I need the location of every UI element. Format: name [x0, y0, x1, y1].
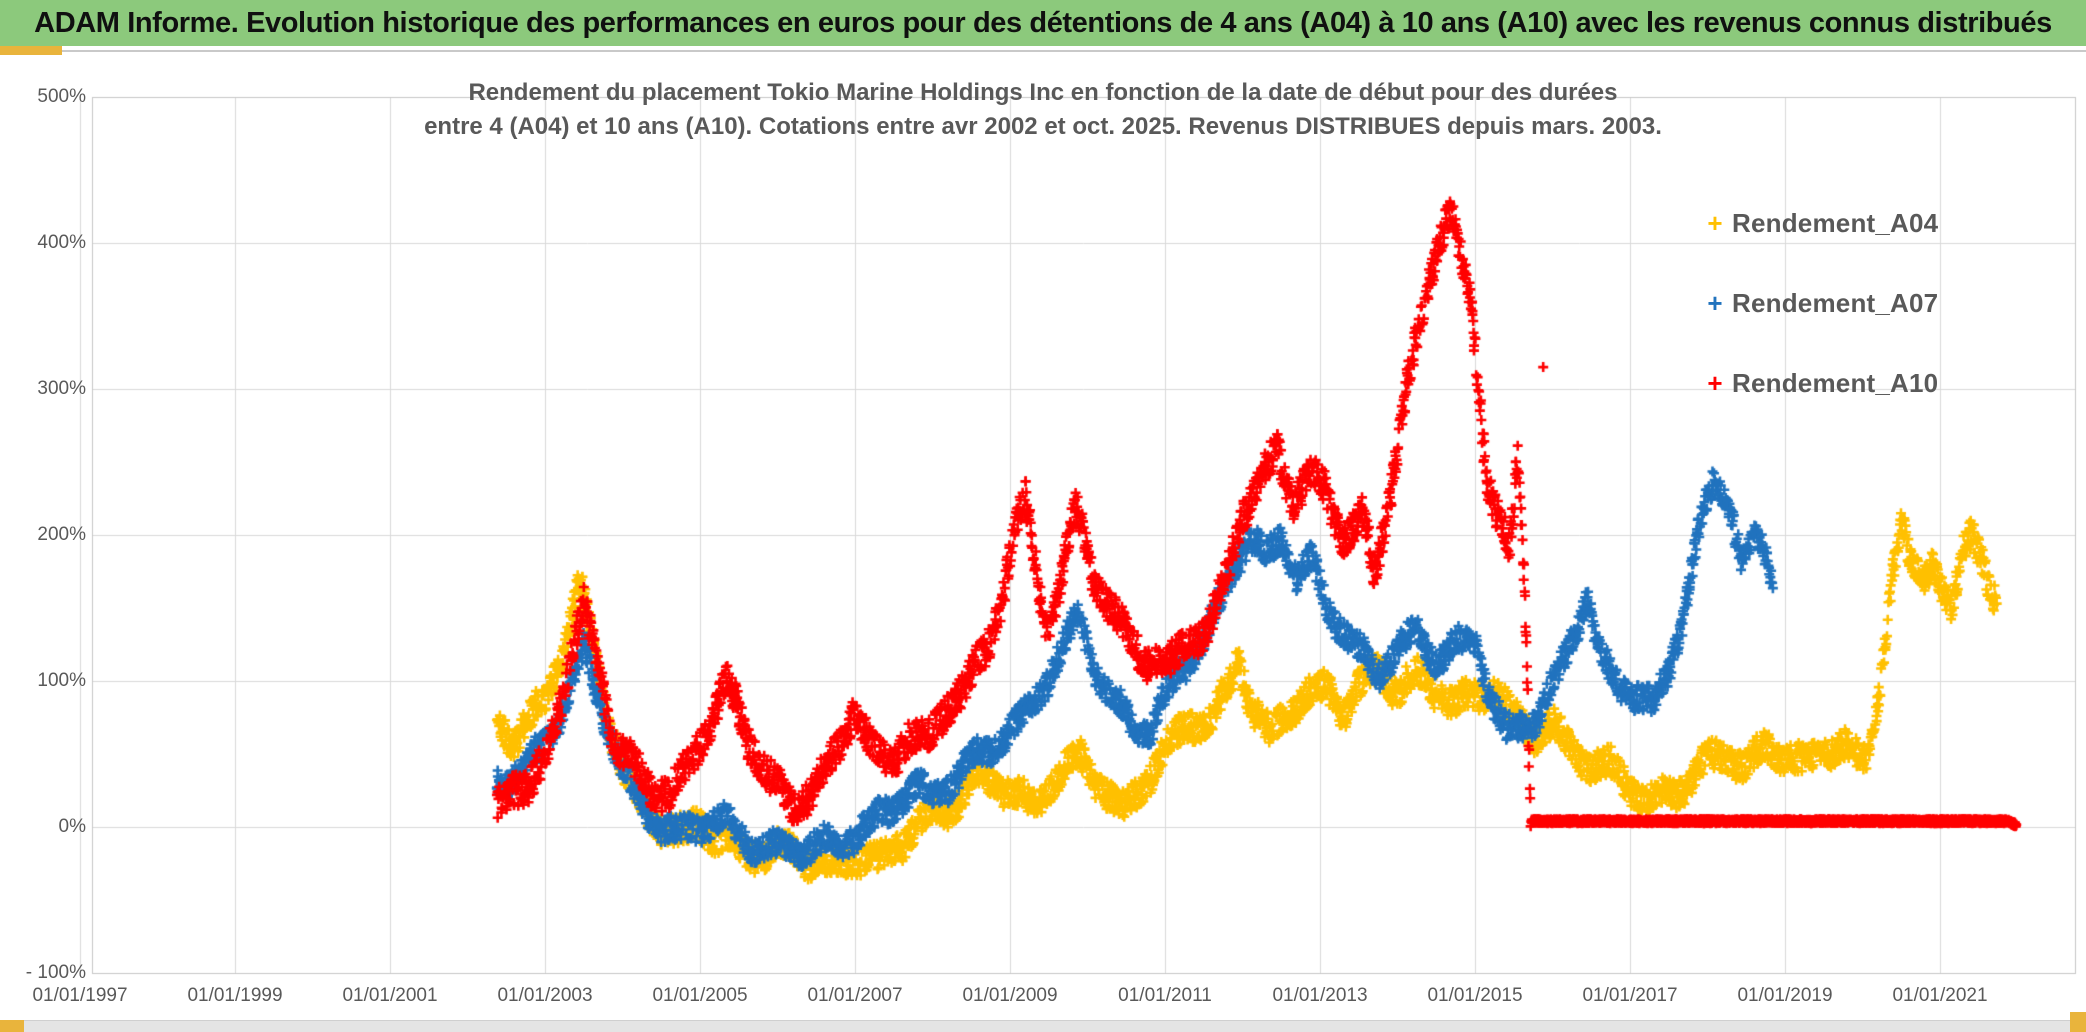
y-tick-200: 200% — [37, 524, 86, 545]
plus-marker-icon: + — [1707, 288, 1723, 318]
x-tick-2005: 01/01/2005 — [652, 985, 748, 1006]
chart-title-line1: Rendement du placement Tokio Marine Hold… — [468, 79, 1618, 106]
bottom-strip — [0, 1020, 2086, 1032]
x-tick-2003: 01/01/2003 — [497, 985, 593, 1006]
legend-item-a04: + Rendement_A04 — [1698, 205, 2028, 241]
chart-title: Rendement du placement Tokio Marine Hold… — [0, 76, 2086, 144]
x-tick-2011: 01/01/2011 — [1118, 985, 1212, 1006]
legend-label: Rendement_A07 — [1732, 287, 1939, 318]
legend-item-a10: + Rendement_A10 — [1698, 365, 2028, 401]
chart-title-line2: entre 4 (A04) et 10 ans (A10). Cotations… — [424, 113, 1662, 140]
x-tick-2007: 01/01/2007 — [807, 985, 903, 1006]
x-tick-2001: 01/01/2001 — [342, 985, 438, 1006]
y-tick-400: 400% — [37, 232, 86, 253]
y-tick-500: 500% — [37, 86, 86, 107]
x-tick-2009: 01/01/2009 — [962, 985, 1058, 1006]
x-tick-2015: 01/01/2015 — [1427, 985, 1523, 1006]
bottom-accent-gold-right — [2070, 1012, 2086, 1032]
x-tick-2021: 01/01/2021 — [1892, 985, 1988, 1006]
y-tick-0: 0% — [58, 816, 86, 837]
x-tick-2019: 01/01/2019 — [1737, 985, 1833, 1006]
legend-label: Rendement_A10 — [1732, 367, 1939, 398]
x-tick-1997: 01/01/1997 — [32, 985, 128, 1006]
legend-label: Rendement_A04 — [1732, 207, 1939, 238]
bottom-accent-gold-left — [0, 1020, 24, 1032]
x-tick-2013: 01/01/2013 — [1272, 985, 1368, 1006]
plus-marker-icon: + — [1707, 368, 1723, 398]
x-tick-1999: 01/01/1999 — [187, 985, 283, 1006]
y-tick-100: 100% — [37, 670, 86, 691]
legend-item-a07: + Rendement_A07 — [1698, 285, 2028, 321]
x-tick-2017: 01/01/2017 — [1582, 985, 1678, 1006]
y-tick-300: 300% — [37, 378, 86, 399]
plus-marker-icon: + — [1707, 208, 1723, 238]
y-tick-neg100: - 100% — [25, 962, 86, 983]
